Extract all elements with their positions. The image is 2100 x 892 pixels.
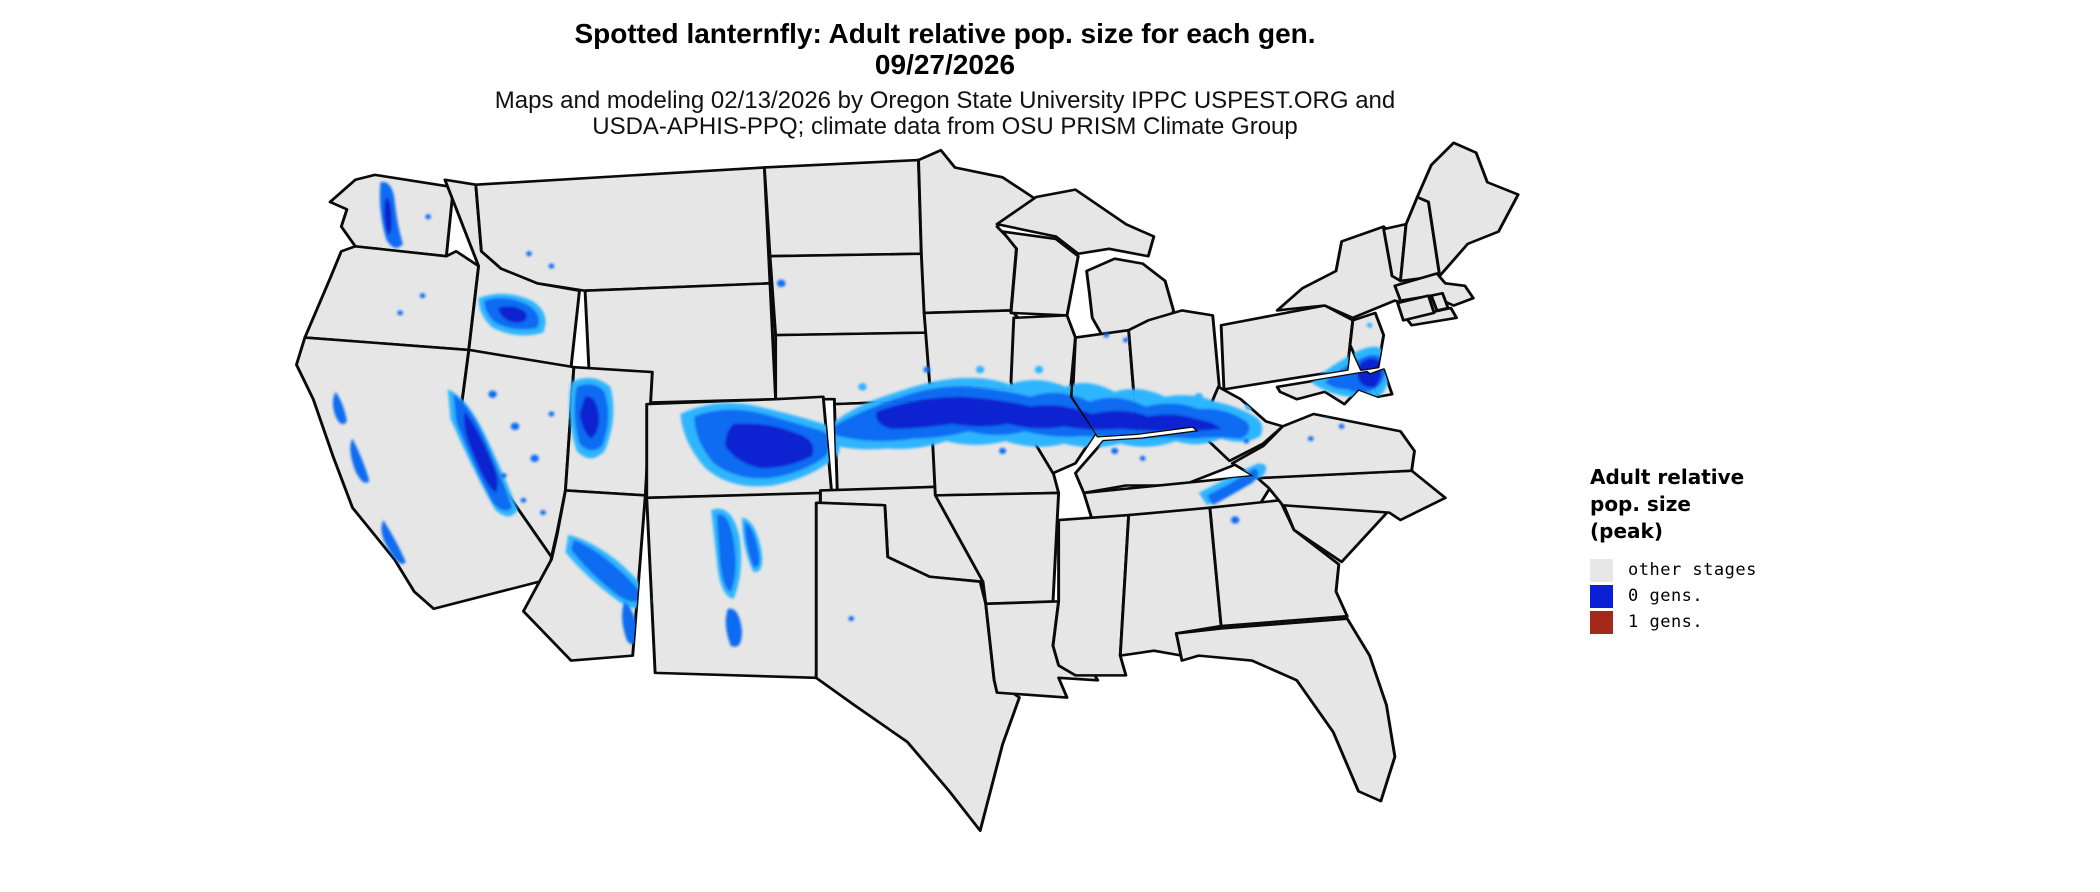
legend-title: Adult relative pop. size (peak): [1590, 464, 1840, 545]
gens0-swatch: [1590, 584, 1613, 608]
gens1-swatch: [1590, 610, 1613, 634]
figure-title: Spotted lanternfly: Adult relative pop. …: [270, 18, 1620, 80]
legend-item-other-stages: other stages: [1590, 557, 1840, 583]
legend-items: other stages 0 gens. 1 gens.: [1590, 557, 1840, 635]
legend: Adult relative pop. size (peak) other st…: [1590, 464, 1840, 635]
legend-item-1-gens: 1 gens.: [1590, 609, 1840, 635]
other-stages-swatch: [1590, 558, 1613, 582]
legend-title-line-3: (peak): [1590, 519, 1663, 543]
population-raster-layer: [332, 181, 1392, 647]
states-layer: [294, 141, 1520, 833]
subtitle-line-2: USDA-APHIS-PPQ; climate data from OSU PR…: [592, 113, 1298, 140]
legend-item-label: 0 gens.: [1628, 586, 1704, 606]
legend-item-0-gens: 0 gens.: [1590, 583, 1840, 609]
figure-subtitle: Maps and modeling 02/13/2026 by Oregon S…: [270, 88, 1620, 140]
us-map: [294, 141, 1520, 833]
subtitle-line-1: Maps and modeling 02/13/2026 by Oregon S…: [494, 87, 1396, 114]
legend-title-line-2: pop. size: [1590, 492, 1691, 516]
legend-item-label: 1 gens.: [1628, 612, 1704, 632]
title-line-1: Spotted lanternfly: Adult relative pop. …: [574, 18, 1316, 49]
title-line-2: 09/27/2026: [874, 49, 1016, 80]
legend-item-label: other stages: [1628, 560, 1757, 580]
legend-title-line-1: Adult relative: [1590, 465, 1745, 489]
